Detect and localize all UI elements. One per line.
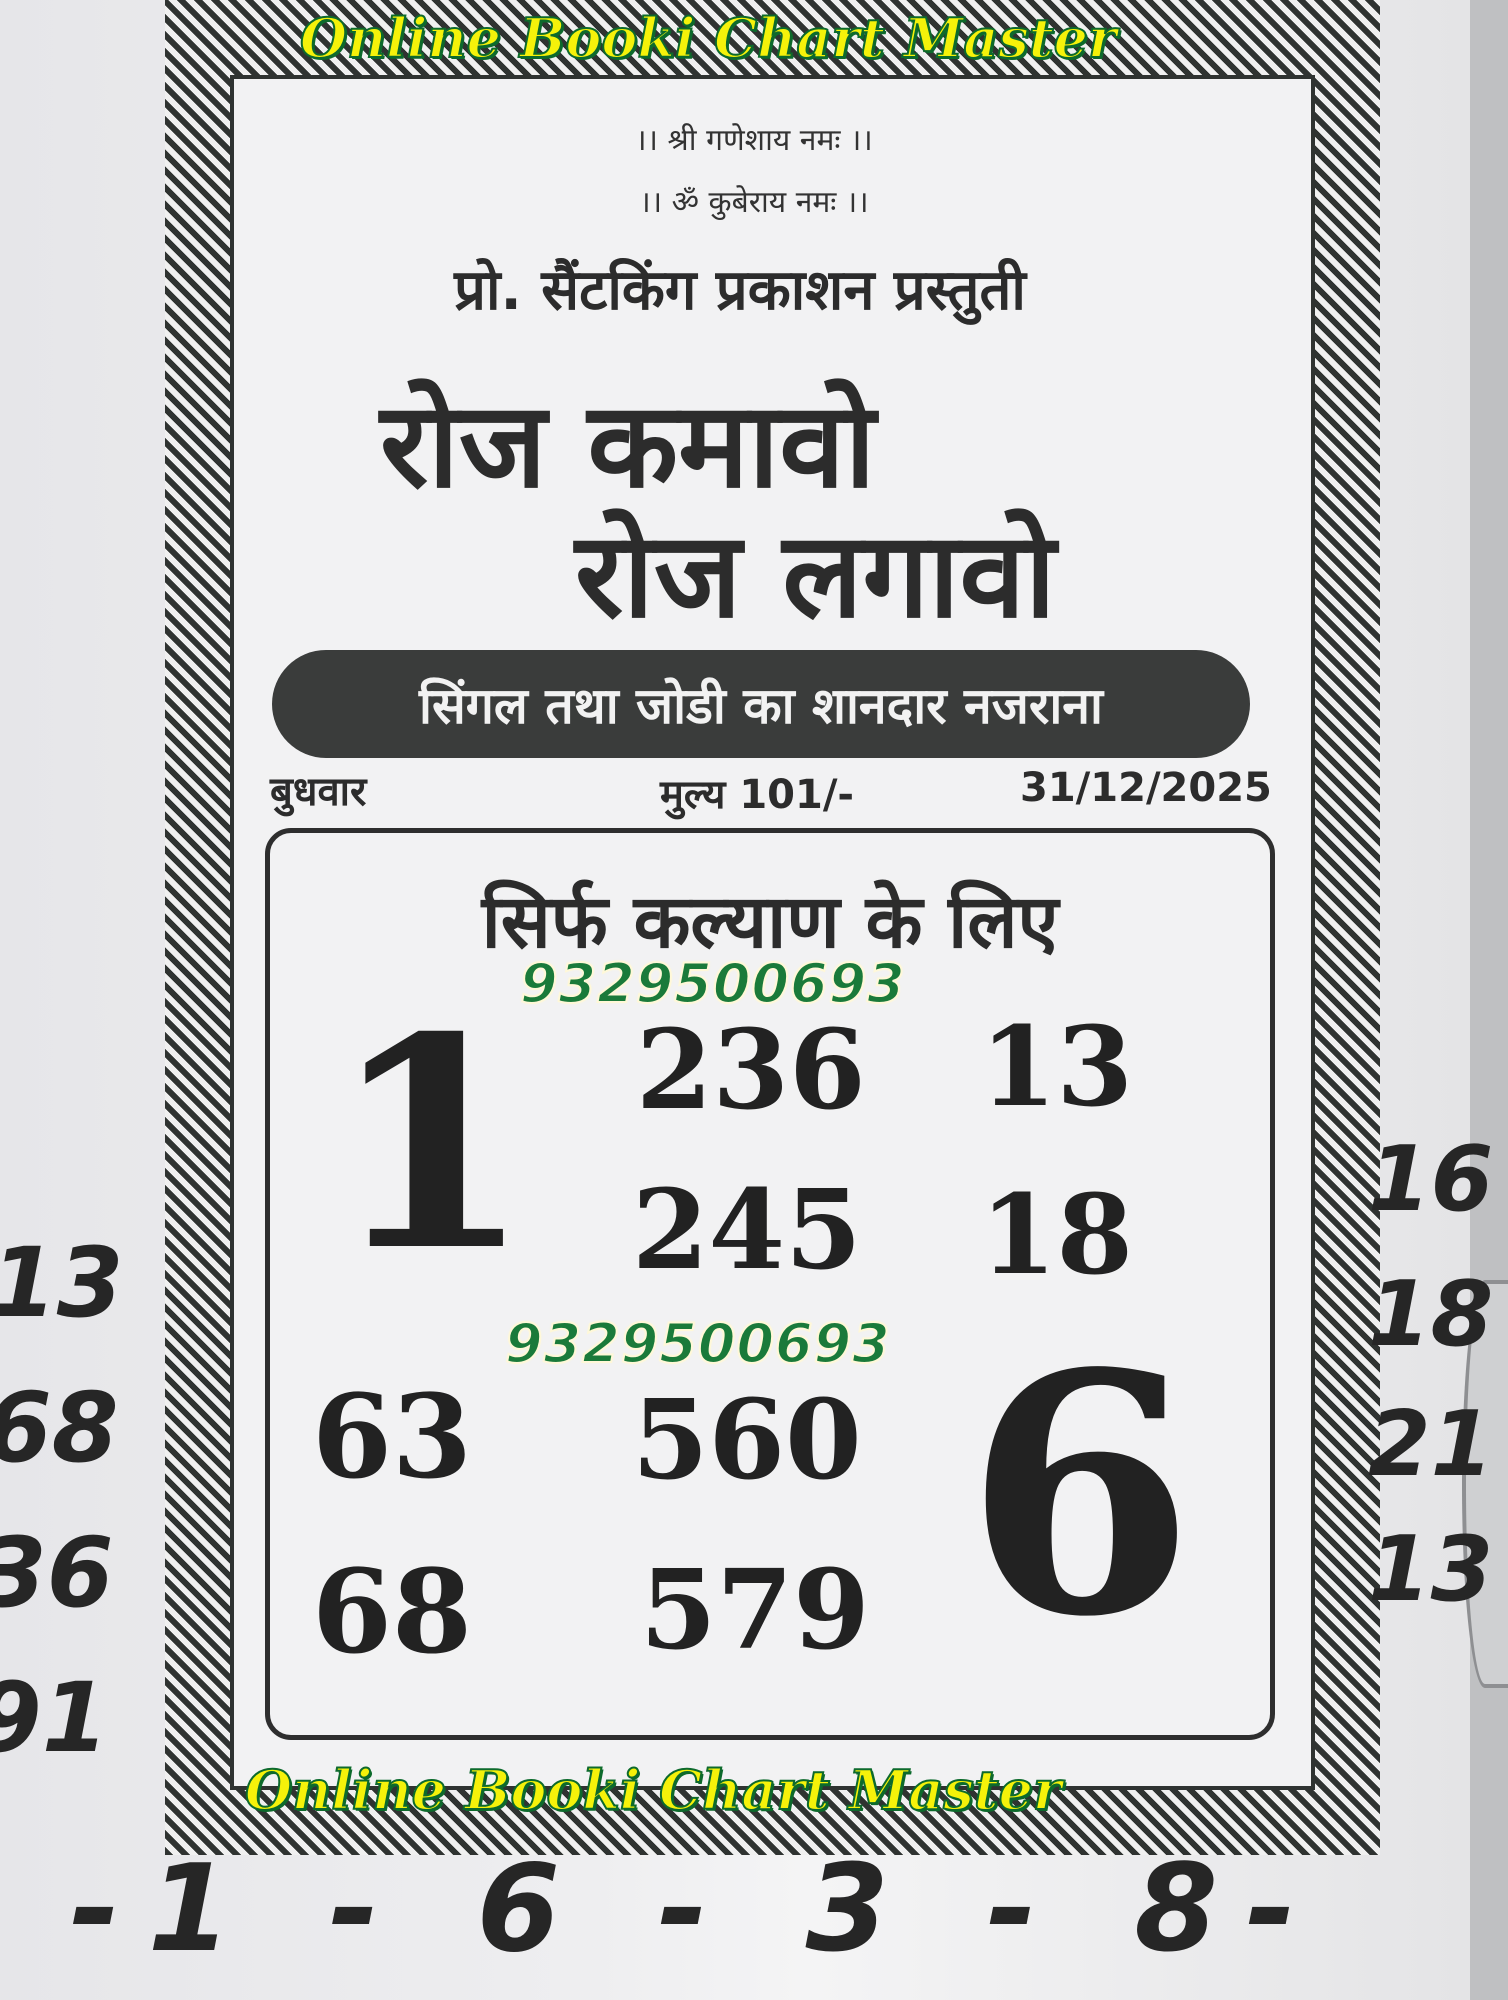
panel-2: 245 [632, 1165, 862, 1294]
jodi-right-2: 18 [980, 1170, 1134, 1299]
chart-subtitle: सिर्फ कल्याण के लिए [481, 879, 1059, 965]
publisher-line: प्रो. सैंटकिंग प्रकाशन प्रस्तुती [454, 258, 1026, 323]
handwritten-left-4: 91 [0, 1662, 109, 1774]
chart-box [265, 828, 1275, 1740]
jodi-left-2: 68 [312, 1545, 473, 1680]
panel-3: 560 [632, 1375, 862, 1504]
jodi-left-1: 63 [312, 1370, 473, 1505]
title-line-2: रोज लगावो [575, 506, 1056, 644]
top-watermark: Online Booki Chart Master [299, 5, 1117, 71]
bottom-watermark: Online Booki Chart Master [244, 1757, 1062, 1823]
mantra-kuber: ।। ॐ कुबेराय नमः ।। [639, 185, 869, 220]
tagline-banner: सिंगल तथा जोडी का शानदार नजराना [272, 650, 1250, 758]
handwritten-right-4: 13 [1368, 1517, 1494, 1622]
mantra-ganesh: ।। श्री गणेशाय नमः ।। [635, 123, 873, 158]
phone-watermark-2: 9329500693 [504, 1311, 891, 1376]
tagline-text: सिंगल तथा जोडी का शानदार नजराना [419, 677, 1103, 735]
handwritten-left-3: 36 [0, 1517, 114, 1629]
single-close: 6 [965, 1301, 1195, 1689]
handwritten-left-1: 13 [0, 1227, 124, 1339]
round-object [1462, 1280, 1508, 1688]
handwritten-right-3: 21 [1368, 1392, 1494, 1497]
handwritten-right-2: 18 [1368, 1262, 1494, 1367]
price-label: मुल्य 101/- [660, 772, 855, 818]
panel-4: 579 [640, 1545, 870, 1674]
phone-watermark-1: 9329500693 [519, 951, 906, 1016]
jodi-right-1: 13 [980, 1002, 1134, 1131]
handwritten-right-1: 16 [1368, 1127, 1494, 1232]
handwritten-left-2: 68 [0, 1372, 119, 1484]
day-label: बुधवार [270, 769, 367, 815]
panel-1: 236 [636, 1005, 866, 1134]
title-line-1: रोज कमावो [380, 376, 876, 514]
handwritten-bottom-result: -1 - 6 - 3 - 8- [70, 1840, 1324, 1979]
paper-content-area [230, 75, 1315, 1790]
date-label: 31/12/2025 [1020, 765, 1272, 811]
single-open: 1 [330, 975, 532, 1315]
